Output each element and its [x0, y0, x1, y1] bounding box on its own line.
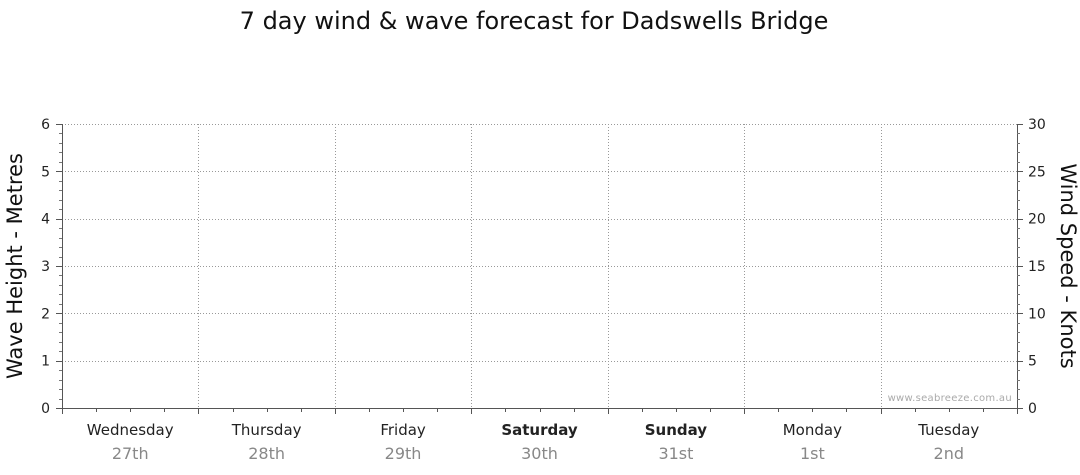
left-tick-label: 3: [41, 259, 50, 275]
right-tick-label: 0: [1028, 401, 1037, 417]
right-tick-label: 20: [1028, 212, 1046, 228]
day-name-label: Wednesday: [87, 421, 174, 439]
left-axis-title: Wave Height - Metres: [3, 153, 27, 379]
chart-title: 7 day wind & wave forecast for Dadswells…: [240, 7, 829, 35]
left-tick-label: 1: [41, 354, 50, 370]
day-name-label: Saturday: [501, 421, 578, 439]
day-date-label: 2nd: [934, 444, 964, 463]
grid: [62, 124, 1017, 408]
day-date-label: 31st: [658, 444, 693, 463]
day-date-label: 1st: [800, 444, 825, 463]
day-name-label: Thursday: [231, 421, 302, 439]
left-tick-label: 4: [41, 212, 50, 228]
axes: [56, 124, 1023, 414]
axis-labels: 0 1 2 3 4 5 6 0 5 10 15 20 25 30 Wednesday 27th Thursday…: [41, 117, 1046, 463]
day-date-label: 28th: [248, 444, 285, 463]
right-axis-title: Wind Speed - Knots: [1056, 163, 1080, 368]
right-tick-label: 15: [1028, 259, 1046, 275]
left-tick-label: 2: [41, 306, 50, 322]
day-name-label: Monday: [783, 421, 842, 439]
day-date-label: 30th: [521, 444, 558, 463]
day-name-label: Friday: [380, 421, 426, 439]
day-name-label: Sunday: [645, 421, 708, 439]
right-tick-label: 10: [1028, 306, 1046, 322]
watermark-text: www.seabreeze.com.au: [888, 393, 1012, 404]
day-date-label: 27th: [112, 444, 149, 463]
right-tick-label: 30: [1028, 117, 1046, 133]
left-tick-label: 6: [41, 117, 50, 133]
day-name-label: Tuesday: [917, 421, 979, 439]
day-date-label: 29th: [385, 444, 422, 463]
left-tick-label: 5: [41, 164, 50, 180]
right-tick-label: 25: [1028, 164, 1046, 180]
right-tick-label: 5: [1028, 354, 1037, 370]
left-tick-label: 0: [41, 401, 50, 417]
